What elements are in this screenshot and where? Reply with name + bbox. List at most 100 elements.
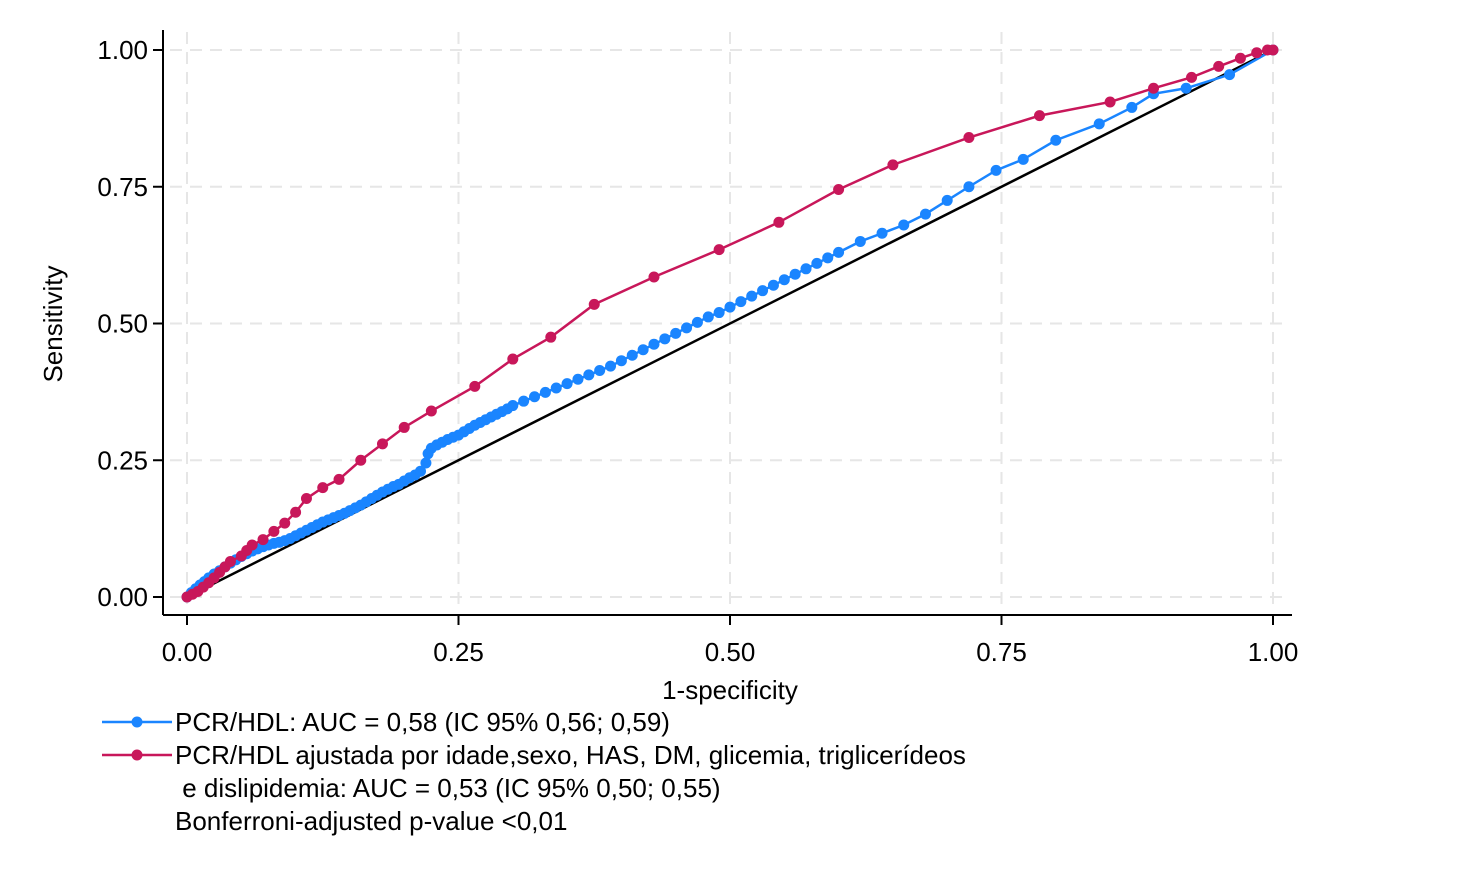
data-point: [290, 506, 302, 518]
data-point: [919, 208, 931, 220]
x-tick-label: 0.75: [976, 637, 1027, 667]
data-point: [1251, 47, 1263, 59]
data-point: [691, 316, 703, 328]
data-point: [425, 405, 437, 417]
x-tick-label: 0.50: [705, 637, 756, 667]
data-point: [414, 465, 426, 477]
data-point: [420, 457, 432, 469]
data-point: [659, 333, 671, 345]
data-point: [333, 473, 345, 485]
data-point: [1186, 71, 1198, 83]
data-point: [279, 517, 291, 529]
legend-entry-1: PCR/HDL: AUC = 0,58 (IC 95% 0,56; 0,59): [175, 707, 670, 737]
data-point: [529, 391, 541, 403]
legend-entry-2: PCR/HDL ajustada por idade,sexo, HAS, DM…: [175, 740, 966, 770]
data-point: [518, 395, 530, 407]
x-tick-label: 0.25: [433, 637, 484, 667]
data-point: [713, 244, 725, 256]
data-point: [811, 257, 823, 269]
legend-entry-2-continued: e dislipidemia: AUC = 0,53 (IC 95% 0,50;…: [175, 773, 721, 803]
data-point: [833, 246, 845, 258]
y-tick-label: 0.50: [97, 309, 148, 339]
data-point: [1148, 82, 1160, 94]
data-point: [724, 301, 736, 313]
data-point: [398, 421, 410, 433]
data-point: [767, 279, 779, 291]
data-point: [1093, 118, 1105, 130]
data-point: [1017, 153, 1029, 165]
data-point: [507, 353, 519, 365]
data-point: [735, 296, 747, 308]
grid: [170, 32, 1290, 612]
data-point: [615, 355, 627, 367]
data-point: [670, 327, 682, 339]
data-point: [681, 322, 693, 334]
data-point: [1034, 110, 1046, 122]
data-point: [778, 274, 790, 286]
data-point: [572, 373, 584, 385]
data-point: [648, 338, 660, 350]
y-tick-label: 0.00: [97, 582, 148, 612]
x-tick-label: 1.00: [1248, 637, 1299, 667]
data-point: [773, 216, 785, 228]
data-point: [224, 555, 236, 567]
data-point: [539, 386, 551, 398]
data-point: [887, 159, 899, 171]
data-point: [507, 400, 519, 412]
axes: 0.00 0.25 0.50 0.75 1.00 0.00 0.25 0.50 0.75 1.00…: [38, 30, 1298, 705]
data-point: [637, 344, 649, 356]
y-tick-label: 0.75: [97, 172, 148, 202]
data-point: [1234, 52, 1246, 64]
data-point: [833, 183, 845, 195]
data-point: [257, 534, 269, 546]
data-point: [246, 539, 258, 551]
data-point: [594, 365, 606, 377]
data-point: [1104, 96, 1116, 108]
data-point: [1180, 82, 1192, 94]
data-point: [702, 311, 714, 323]
data-point: [1126, 101, 1138, 113]
legend: PCR/HDL: AUC = 0,58 (IC 95% 0,56; 0,59)P…: [102, 707, 966, 836]
data-point: [854, 235, 866, 247]
data-point: [800, 263, 812, 275]
data-point: [588, 298, 600, 310]
data-point: [605, 360, 617, 372]
data-point: [648, 271, 660, 283]
data-point: [1267, 44, 1279, 56]
data-point: [626, 349, 638, 361]
x-axis-title: 1-specificity: [662, 675, 798, 705]
legend-note: Bonferroni-adjusted p-value <0,01: [175, 806, 567, 836]
x-tick-label: 0.00: [162, 637, 213, 667]
data-point: [469, 380, 481, 392]
data-point: [583, 369, 595, 381]
data-point: [963, 132, 975, 144]
data-point: [317, 482, 329, 494]
data-point: [990, 164, 1002, 176]
legend-key-marker: [131, 749, 143, 761]
data-point: [822, 252, 834, 264]
data-point: [300, 493, 312, 505]
data-point: [963, 181, 975, 193]
y-axis-title: Sensitivity: [38, 265, 68, 382]
y-tick-label: 0.25: [97, 445, 148, 475]
series-1: [181, 44, 1279, 603]
data-point: [545, 331, 557, 343]
data-point: [1224, 69, 1236, 81]
data-point: [355, 454, 367, 466]
data-point: [941, 194, 953, 206]
data-point: [561, 378, 573, 390]
series-2: [181, 44, 1279, 603]
y-tick-label: 1.00: [97, 35, 148, 65]
data-point: [268, 525, 280, 537]
data-point: [1050, 134, 1062, 146]
data-point: [713, 307, 725, 319]
data-point: [550, 382, 562, 394]
data-point: [746, 290, 758, 302]
series: [181, 44, 1279, 603]
data-point: [376, 438, 388, 450]
data-point: [757, 285, 769, 297]
data-point: [789, 268, 801, 280]
legend-key-marker: [131, 716, 143, 728]
data-point: [1213, 60, 1225, 72]
